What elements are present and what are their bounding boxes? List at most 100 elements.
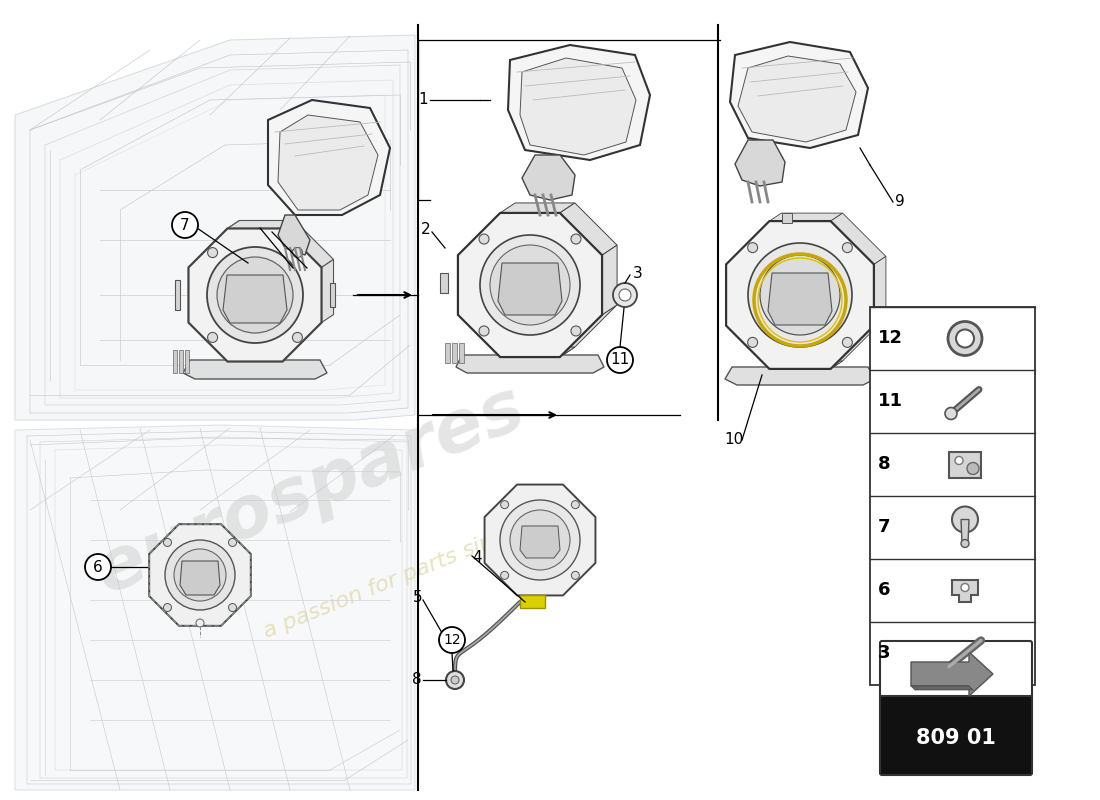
Polygon shape xyxy=(961,519,969,543)
Polygon shape xyxy=(150,524,251,626)
Text: 1: 1 xyxy=(418,93,428,107)
Circle shape xyxy=(85,554,111,580)
Circle shape xyxy=(207,247,302,343)
Polygon shape xyxy=(183,360,327,379)
Polygon shape xyxy=(830,318,886,369)
Circle shape xyxy=(165,540,235,610)
Circle shape xyxy=(174,549,226,601)
Polygon shape xyxy=(175,280,180,310)
Polygon shape xyxy=(440,273,448,293)
Circle shape xyxy=(619,289,631,301)
FancyBboxPatch shape xyxy=(880,696,1032,775)
Circle shape xyxy=(164,538,172,546)
Circle shape xyxy=(490,245,570,325)
Text: 12: 12 xyxy=(878,329,903,347)
Polygon shape xyxy=(738,56,856,142)
Polygon shape xyxy=(911,686,974,690)
Polygon shape xyxy=(520,595,544,608)
Circle shape xyxy=(571,501,580,509)
Polygon shape xyxy=(498,263,562,315)
Circle shape xyxy=(571,326,581,336)
Polygon shape xyxy=(522,155,575,200)
Polygon shape xyxy=(782,213,792,223)
Polygon shape xyxy=(768,273,832,325)
Polygon shape xyxy=(769,213,843,221)
Polygon shape xyxy=(278,215,310,255)
Text: 8: 8 xyxy=(412,673,422,687)
Text: 809 01: 809 01 xyxy=(916,727,996,747)
Circle shape xyxy=(748,242,758,253)
Circle shape xyxy=(955,457,962,465)
Polygon shape xyxy=(321,259,333,322)
Circle shape xyxy=(961,539,969,547)
Circle shape xyxy=(607,347,632,373)
Polygon shape xyxy=(458,213,602,357)
Polygon shape xyxy=(15,425,415,790)
Circle shape xyxy=(446,671,464,689)
Polygon shape xyxy=(180,561,220,595)
Polygon shape xyxy=(735,140,785,186)
Circle shape xyxy=(967,462,979,474)
Polygon shape xyxy=(15,35,415,420)
Text: 7: 7 xyxy=(180,218,190,233)
Polygon shape xyxy=(188,259,200,322)
Polygon shape xyxy=(485,485,595,595)
Polygon shape xyxy=(726,221,873,369)
Polygon shape xyxy=(188,229,321,362)
Polygon shape xyxy=(459,343,464,363)
Text: eurospares: eurospares xyxy=(86,373,535,607)
Text: 6: 6 xyxy=(878,581,891,599)
Polygon shape xyxy=(508,45,650,160)
Polygon shape xyxy=(188,221,240,267)
Text: 2: 2 xyxy=(420,222,430,238)
Polygon shape xyxy=(520,58,636,155)
Circle shape xyxy=(571,234,581,244)
Circle shape xyxy=(478,326,490,336)
Polygon shape xyxy=(330,283,336,307)
Circle shape xyxy=(293,247,303,258)
Polygon shape xyxy=(228,221,295,229)
Circle shape xyxy=(208,333,218,342)
Circle shape xyxy=(956,330,974,347)
Circle shape xyxy=(229,603,236,611)
Circle shape xyxy=(164,603,172,611)
Polygon shape xyxy=(452,343,456,363)
Polygon shape xyxy=(278,115,378,210)
Polygon shape xyxy=(560,305,617,357)
Circle shape xyxy=(948,322,982,355)
Polygon shape xyxy=(911,652,993,696)
Polygon shape xyxy=(268,100,390,215)
Text: 4: 4 xyxy=(472,550,482,566)
Text: 8: 8 xyxy=(878,455,891,473)
Polygon shape xyxy=(870,307,1035,685)
Circle shape xyxy=(500,501,508,509)
Circle shape xyxy=(952,506,978,533)
Polygon shape xyxy=(223,275,287,323)
FancyBboxPatch shape xyxy=(880,641,1032,700)
Circle shape xyxy=(961,583,969,591)
Text: 5: 5 xyxy=(412,590,422,606)
Circle shape xyxy=(843,242,852,253)
Polygon shape xyxy=(446,343,450,363)
Text: 12: 12 xyxy=(443,633,461,647)
Text: 10: 10 xyxy=(724,433,744,447)
Circle shape xyxy=(293,333,303,342)
Polygon shape xyxy=(602,245,617,315)
Circle shape xyxy=(208,247,218,258)
Circle shape xyxy=(945,407,957,419)
Circle shape xyxy=(500,571,508,579)
Circle shape xyxy=(613,283,637,307)
Polygon shape xyxy=(500,347,575,357)
Circle shape xyxy=(571,571,580,579)
Circle shape xyxy=(229,538,236,546)
Circle shape xyxy=(451,676,459,684)
Text: 9: 9 xyxy=(895,194,904,210)
Polygon shape xyxy=(283,221,333,267)
Circle shape xyxy=(172,212,198,238)
Polygon shape xyxy=(730,42,868,148)
Text: 7: 7 xyxy=(878,518,891,536)
Circle shape xyxy=(500,500,580,580)
Text: 11: 11 xyxy=(610,353,629,367)
Polygon shape xyxy=(949,451,981,478)
Circle shape xyxy=(760,255,840,335)
